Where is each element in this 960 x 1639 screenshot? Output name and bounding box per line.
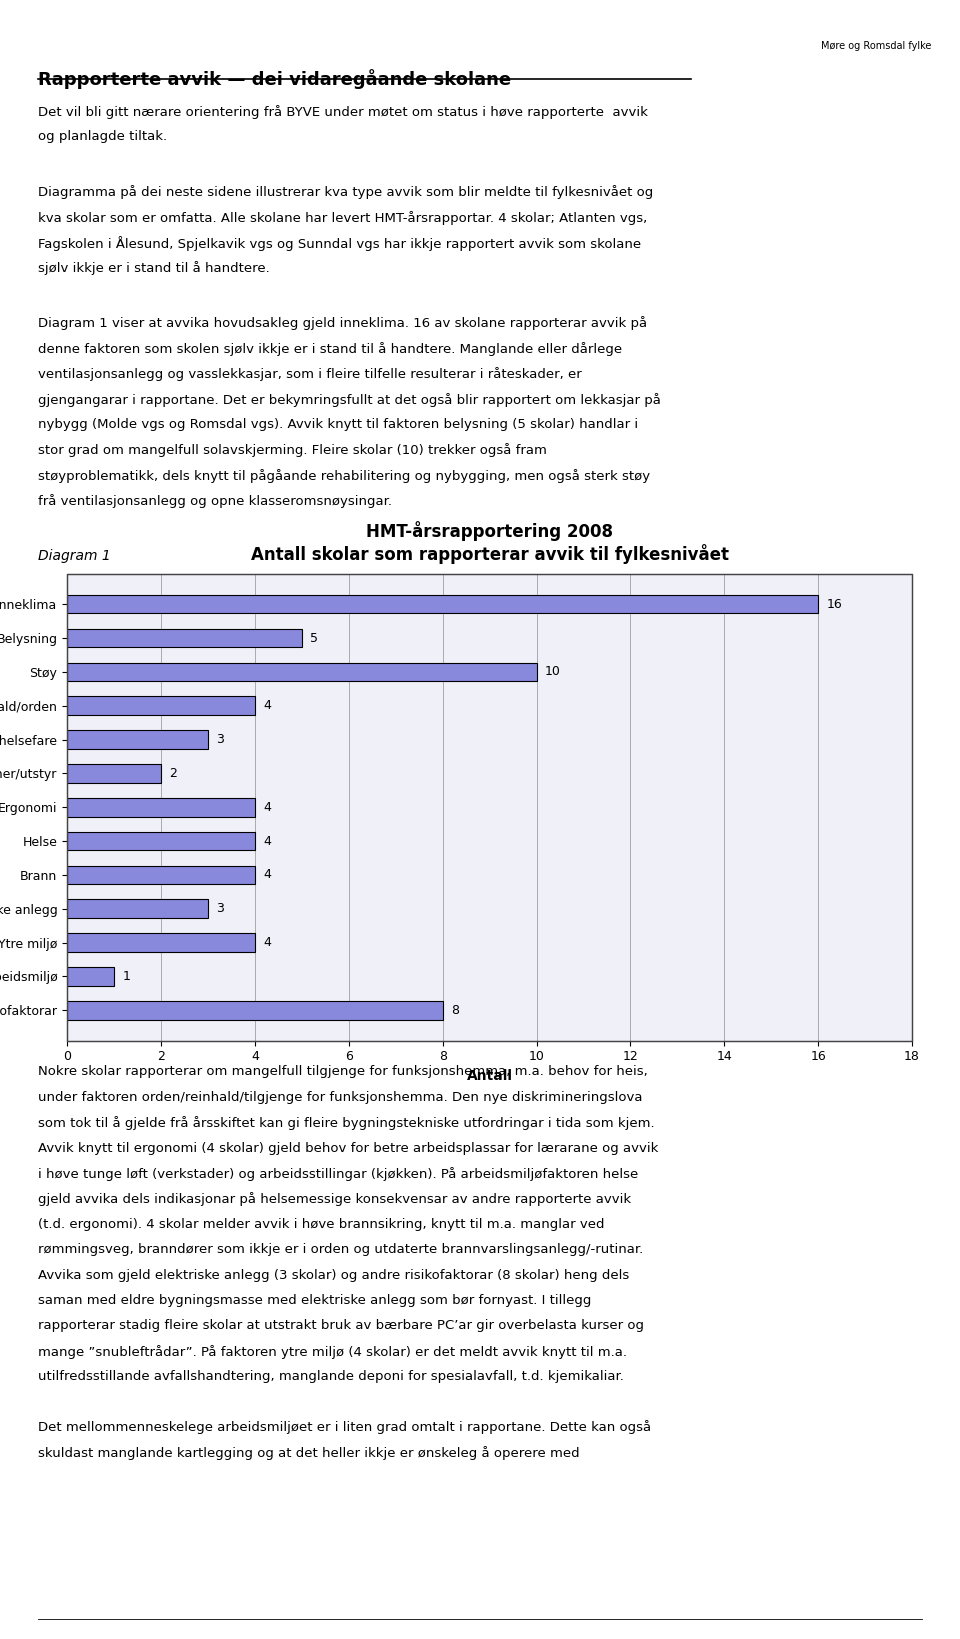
Text: rømmingsveg, branndører som ikkje er i orden og utdaterte brannvarslingsanlegg/-: rømmingsveg, branndører som ikkje er i o… bbox=[38, 1244, 643, 1255]
Text: 2: 2 bbox=[170, 767, 178, 780]
Text: 8: 8 bbox=[451, 1003, 459, 1016]
Text: Diagram 1: Diagram 1 bbox=[38, 549, 111, 564]
Text: frå ventilasjonsanlegg og opne klasseromsnøysingar.: frå ventilasjonsanlegg og opne klasserom… bbox=[38, 495, 393, 508]
Title: HMT-årsrapportering 2008
Antall skolar som rapporterar avvik til fylkesnivået: HMT-årsrapportering 2008 Antall skolar s… bbox=[251, 521, 729, 564]
Text: under faktoren orden/reinhald/tilgjenge for funksjonshemma. Den nye diskrimineri: under faktoren orden/reinhald/tilgjenge … bbox=[38, 1092, 643, 1103]
Text: Avvika som gjeld elektriske anlegg (3 skolar) og andre risikofaktorar (8 skolar): Avvika som gjeld elektriske anlegg (3 sk… bbox=[38, 1269, 630, 1282]
Bar bbox=[67, 697, 255, 715]
Bar bbox=[67, 629, 301, 647]
Text: denne faktoren som skolen sjølv ikkje er i stand til å handtere. Manglande eller: denne faktoren som skolen sjølv ikkje er… bbox=[38, 343, 622, 356]
Text: mange ”snubleftrådar”. På faktoren ytre miljø (4 skolar) er det meldt avvik knyt: mange ”snubleftrådar”. På faktoren ytre … bbox=[38, 1344, 628, 1359]
Text: Møre og Romsdal fylke: Møre og Romsdal fylke bbox=[821, 41, 931, 51]
Bar bbox=[67, 764, 161, 783]
Text: Rapporterte avvik — dei vidaregåande skolane: Rapporterte avvik — dei vidaregåande sko… bbox=[38, 69, 512, 89]
Text: ventilasjonsanlegg og vasslekkasjar, som i fleire tilfelle resulterar i råteskad: ventilasjonsanlegg og vasslekkasjar, som… bbox=[38, 367, 582, 382]
Bar bbox=[67, 967, 114, 985]
Text: sjølv ikkje er i stand til å handtere.: sjølv ikkje er i stand til å handtere. bbox=[38, 262, 270, 275]
Text: 4: 4 bbox=[263, 936, 272, 949]
Text: Det vil bli gitt nærare orientering frå BYVE under møtet om status i høve rappor: Det vil bli gitt nærare orientering frå … bbox=[38, 105, 648, 120]
Bar bbox=[67, 900, 208, 918]
Bar bbox=[67, 731, 208, 749]
Text: 4: 4 bbox=[263, 869, 272, 882]
Bar bbox=[67, 595, 818, 613]
Text: stor grad om mangelfull solavskjerming. Fleire skolar (10) trekker også fram: stor grad om mangelfull solavskjerming. … bbox=[38, 444, 547, 457]
Text: Diagramma på dei neste sidene illustrerar kva type avvik som blir meldte til fyl: Diagramma på dei neste sidene illustrera… bbox=[38, 185, 654, 200]
Bar bbox=[67, 798, 255, 816]
Text: 4: 4 bbox=[263, 834, 272, 847]
Bar bbox=[67, 1001, 443, 1019]
Text: Avvik knytt til ergonomi (4 skolar) gjeld behov for betre arbeidsplassar for lær: Avvik knytt til ergonomi (4 skolar) gjel… bbox=[38, 1141, 659, 1154]
Text: og planlagde tiltak.: og planlagde tiltak. bbox=[38, 131, 168, 143]
Text: Diagram 1 viser at avvika hovudsakleg gjeld inneklima. 16 av skolane rapporterar: Diagram 1 viser at avvika hovudsakleg gj… bbox=[38, 316, 648, 331]
Text: kva skolar som er omfatta. Alle skolane har levert HMT-årsrapportar. 4 skolar; A: kva skolar som er omfatta. Alle skolane … bbox=[38, 211, 648, 225]
Text: nybygg (Molde vgs og Romsdal vgs). Avvik knytt til faktoren belysning (5 skolar): nybygg (Molde vgs og Romsdal vgs). Avvik… bbox=[38, 418, 638, 431]
X-axis label: Antall: Antall bbox=[467, 1069, 513, 1083]
Text: rapporterar stadig fleire skolar at utstrakt bruk av bærbare PC’ar gir overbelas: rapporterar stadig fleire skolar at utst… bbox=[38, 1319, 644, 1333]
Text: Det mellommenneskelege arbeidsmiljøet er i liten grad omtalt i rapportane. Dette: Det mellommenneskelege arbeidsmiljøet er… bbox=[38, 1419, 652, 1434]
Text: Nokre skolar rapporterar om mangelfull tilgjenge for funksjonshemma, m.a. behov : Nokre skolar rapporterar om mangelfull t… bbox=[38, 1065, 648, 1078]
Text: 4: 4 bbox=[263, 801, 272, 813]
Text: Fagskolen i Ålesund, Spjelkavik vgs og Sunndal vgs har ikkje rapportert avvik so: Fagskolen i Ålesund, Spjelkavik vgs og S… bbox=[38, 236, 641, 251]
Text: saman med eldre bygningsmasse med elektriske anlegg som bør fornyast. I tillegg: saman med eldre bygningsmasse med elektr… bbox=[38, 1295, 591, 1306]
Text: 3: 3 bbox=[216, 901, 225, 915]
Text: utilfredsstillande avfallshandtering, manglande deponi for spesialavfall, t.d. k: utilfredsstillande avfallshandtering, ma… bbox=[38, 1370, 624, 1383]
Text: støyproblematikk, dels knytt til pågåande rehabilitering og nybygging, men også : støyproblematikk, dels knytt til pågåand… bbox=[38, 469, 651, 484]
Text: i høve tunge løft (verkstader) og arbeidsstillingar (kjøkken). På arbeidsmiljøfa: i høve tunge løft (verkstader) og arbeid… bbox=[38, 1167, 638, 1182]
Text: (t.d. ergonomi). 4 skolar melder avvik i høve brannsikring, knytt til m.a. mangl: (t.d. ergonomi). 4 skolar melder avvik i… bbox=[38, 1218, 605, 1231]
Text: 5: 5 bbox=[310, 631, 319, 644]
Bar bbox=[67, 831, 255, 851]
Bar bbox=[67, 865, 255, 883]
Text: 4: 4 bbox=[263, 700, 272, 713]
Bar bbox=[67, 933, 255, 952]
Text: 1: 1 bbox=[123, 970, 131, 983]
Text: 16: 16 bbox=[827, 598, 842, 611]
Text: gjengangarar i rapportane. Det er bekymringsfullt at det også blir rapportert om: gjengangarar i rapportane. Det er bekymr… bbox=[38, 393, 661, 406]
Text: skuldast manglande kartlegging og at det heller ikkje er ønskeleg å operere med: skuldast manglande kartlegging og at det… bbox=[38, 1446, 580, 1460]
Text: 3: 3 bbox=[216, 733, 225, 746]
Text: gjeld avvika dels indikasjonar på helsemessige konsekvensar av andre rapporterte: gjeld avvika dels indikasjonar på helsem… bbox=[38, 1193, 632, 1206]
Bar bbox=[67, 662, 537, 682]
Text: som tok til å gjelde frå årsskiftet kan gi fleire bygningstekniske utfordringar : som tok til å gjelde frå årsskiftet kan … bbox=[38, 1116, 655, 1131]
Text: 10: 10 bbox=[545, 665, 561, 679]
